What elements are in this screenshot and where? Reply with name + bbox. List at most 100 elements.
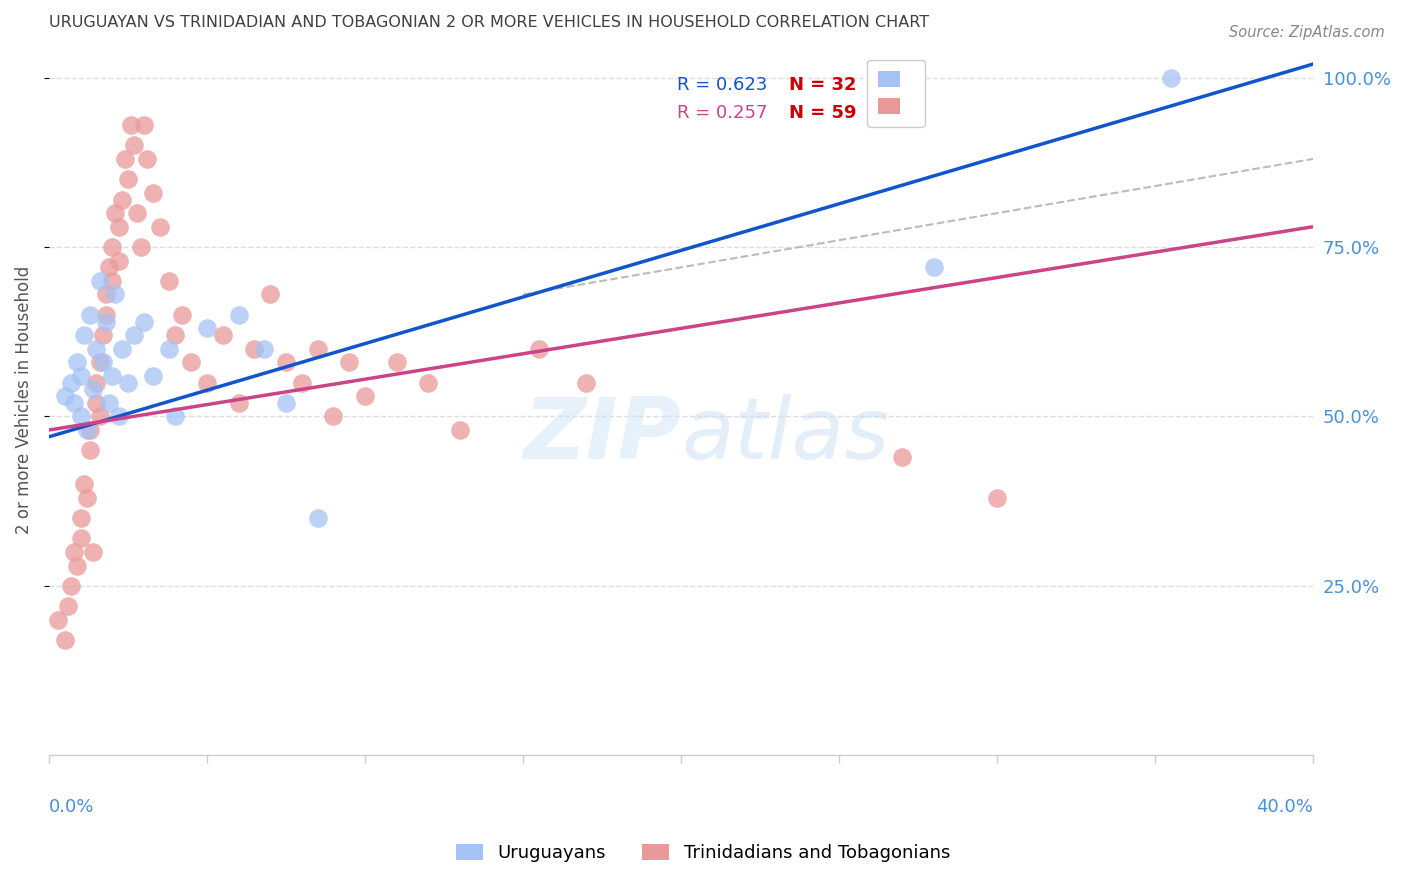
- Point: [107, 409, 129, 424]
- Point: [132, 314, 155, 328]
- Point: [101, 274, 124, 288]
- Point: [291, 376, 314, 390]
- Point: [114, 152, 136, 166]
- Text: N = 59: N = 59: [789, 104, 856, 122]
- Point: [91, 328, 114, 343]
- Point: [82, 382, 104, 396]
- Point: [195, 321, 218, 335]
- Point: [124, 328, 146, 343]
- Point: [385, 355, 408, 369]
- Point: [228, 308, 250, 322]
- Text: R = 0.623: R = 0.623: [678, 76, 768, 94]
- Point: [86, 396, 108, 410]
- Point: [79, 443, 101, 458]
- Point: [76, 491, 98, 505]
- Point: [111, 342, 134, 356]
- Point: [69, 409, 91, 424]
- Point: [132, 118, 155, 132]
- Point: [89, 355, 111, 369]
- Point: [60, 376, 83, 390]
- Point: [307, 511, 329, 525]
- Point: [165, 328, 187, 343]
- Point: [142, 368, 165, 383]
- Point: [107, 253, 129, 268]
- Point: [170, 308, 193, 322]
- Point: [89, 409, 111, 424]
- Text: R = 0.257: R = 0.257: [678, 104, 768, 122]
- Point: [66, 558, 89, 573]
- Text: N = 32: N = 32: [789, 76, 856, 94]
- Point: [142, 186, 165, 200]
- Point: [69, 532, 91, 546]
- Point: [165, 409, 187, 424]
- Point: [60, 579, 83, 593]
- Legend: Uruguayans, Trinidadians and Tobagonians: Uruguayans, Trinidadians and Tobagonians: [449, 837, 957, 870]
- Point: [157, 274, 180, 288]
- Point: [124, 138, 146, 153]
- Point: [111, 193, 134, 207]
- Point: [79, 308, 101, 322]
- Point: [891, 450, 914, 464]
- Point: [94, 314, 117, 328]
- Point: [180, 355, 202, 369]
- Point: [117, 172, 139, 186]
- Point: [107, 219, 129, 234]
- Point: [253, 342, 276, 356]
- Point: [354, 389, 377, 403]
- Point: [63, 545, 86, 559]
- Point: [76, 423, 98, 437]
- Point: [922, 260, 945, 275]
- Point: [101, 368, 124, 383]
- Point: [527, 342, 550, 356]
- Point: [228, 396, 250, 410]
- Point: [94, 287, 117, 301]
- Point: [1160, 70, 1182, 85]
- Legend: , : ,: [868, 60, 925, 127]
- Point: [211, 328, 233, 343]
- Point: [86, 376, 108, 390]
- Point: [337, 355, 360, 369]
- Point: [98, 396, 121, 410]
- Point: [79, 423, 101, 437]
- Point: [48, 613, 70, 627]
- Point: [418, 376, 440, 390]
- Point: [91, 355, 114, 369]
- Point: [94, 308, 117, 322]
- Point: [274, 355, 297, 369]
- Point: [149, 219, 172, 234]
- Text: URUGUAYAN VS TRINIDADIAN AND TOBAGONIAN 2 OR MORE VEHICLES IN HOUSEHOLD CORRELAT: URUGUAYAN VS TRINIDADIAN AND TOBAGONIAN …: [49, 15, 929, 30]
- Point: [56, 599, 79, 614]
- Point: [73, 328, 96, 343]
- Point: [98, 260, 121, 275]
- Y-axis label: 2 or more Vehicles in Household: 2 or more Vehicles in Household: [15, 266, 32, 533]
- Point: [322, 409, 344, 424]
- Point: [307, 342, 329, 356]
- Text: ZIP: ZIP: [523, 393, 681, 476]
- Point: [120, 118, 142, 132]
- Point: [243, 342, 266, 356]
- Point: [129, 240, 152, 254]
- Point: [53, 633, 76, 648]
- Point: [127, 206, 149, 220]
- Text: atlas: atlas: [681, 393, 889, 476]
- Point: [86, 342, 108, 356]
- Point: [82, 545, 104, 559]
- Point: [195, 376, 218, 390]
- Point: [101, 240, 124, 254]
- Point: [449, 423, 471, 437]
- Point: [259, 287, 281, 301]
- Text: Source: ZipAtlas.com: Source: ZipAtlas.com: [1229, 25, 1385, 40]
- Point: [104, 287, 127, 301]
- Point: [63, 396, 86, 410]
- Point: [69, 368, 91, 383]
- Point: [274, 396, 297, 410]
- Point: [117, 376, 139, 390]
- Point: [69, 511, 91, 525]
- Text: 0.0%: 0.0%: [49, 798, 94, 816]
- Point: [986, 491, 1008, 505]
- Point: [575, 376, 598, 390]
- Point: [89, 274, 111, 288]
- Text: 40.0%: 40.0%: [1257, 798, 1313, 816]
- Point: [53, 389, 76, 403]
- Point: [157, 342, 180, 356]
